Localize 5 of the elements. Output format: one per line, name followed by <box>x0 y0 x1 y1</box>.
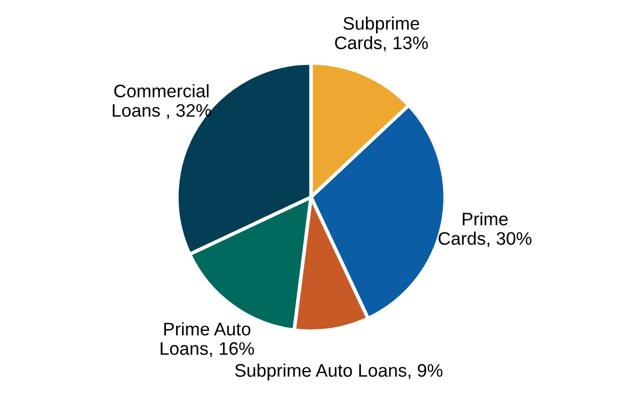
slice-label: Commercial Loans , 32% <box>112 84 212 119</box>
slice-label: Prime Auto Loans, 16% <box>160 322 254 358</box>
slice-label: Subprime Cards, 13% <box>335 16 428 52</box>
slice-label: Subprime Auto Loans, 9% <box>235 364 442 380</box>
slice-label: Prime Cards, 30% <box>438 212 532 248</box>
